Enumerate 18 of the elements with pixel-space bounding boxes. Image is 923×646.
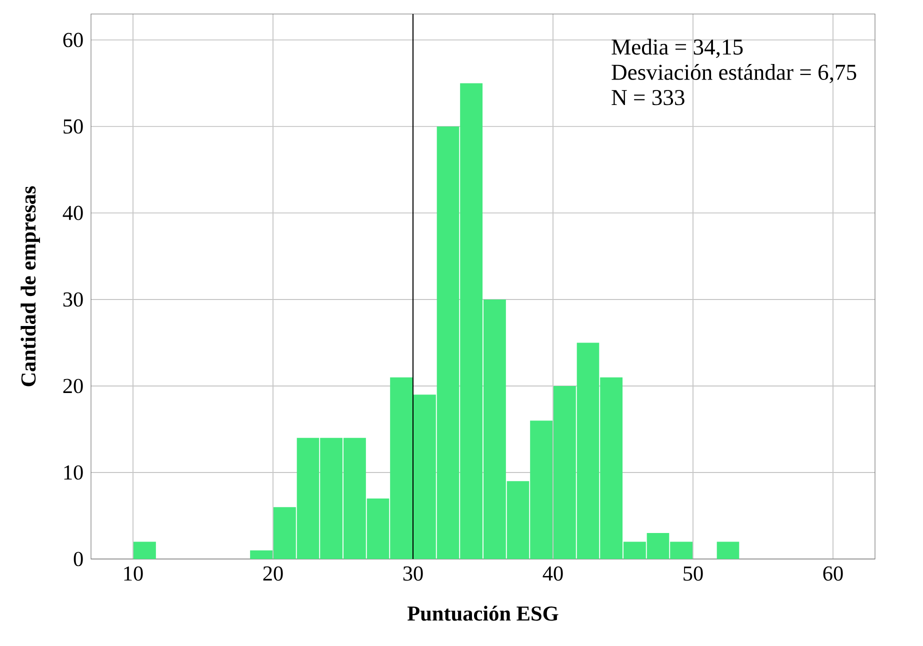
annotation: Media = 34,15 [612, 38, 743, 58]
x-tick-label: 60 [823, 566, 843, 581]
x-tick-label: 50 [684, 566, 703, 581]
y-tick-label: 60 [63, 32, 83, 48]
x-tick-label: 40 [542, 566, 563, 581]
x-axis-title: Puntuación ESG [407, 606, 558, 621]
y-tick-label: 10 [64, 465, 83, 480]
y-tick-label: 20 [63, 378, 83, 394]
y-tick-label: 30 [63, 292, 83, 307]
y-tick-label: 0 [74, 552, 83, 566]
x-tick-label: 20 [263, 566, 283, 581]
y-tick-label: 40 [62, 206, 83, 220]
y-axis-title: Cantidad de empresas [20, 186, 40, 386]
x-tick-label: 10 [124, 566, 143, 581]
x-tick-label: 30 [403, 566, 423, 581]
annotation: Desviación estándar = 6,75 [612, 64, 856, 84]
annotation: N = 333 [612, 90, 684, 106]
y-tick-label: 50 [64, 119, 83, 134]
